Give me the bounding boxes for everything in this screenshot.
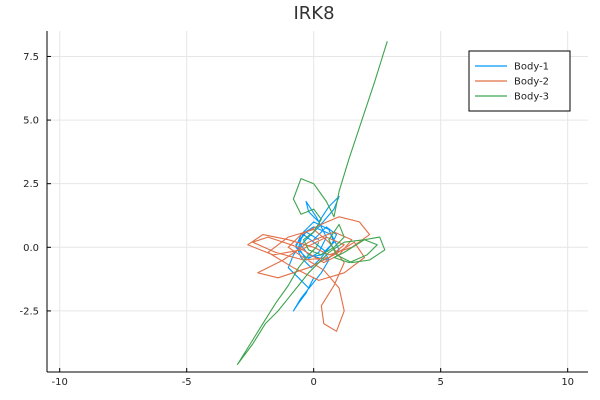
legend-label: Body-2 <box>514 77 549 88</box>
chart-title: IRK8 <box>293 3 334 24</box>
x-tick-label: -5 <box>182 377 192 388</box>
y-tick-label: -2.5 <box>19 306 39 317</box>
series-line-body-3 <box>236 41 388 365</box>
legend-label: Body-3 <box>514 92 549 103</box>
legend-label: Body-1 <box>514 62 549 73</box>
x-tick-label: 10 <box>561 377 574 388</box>
legend-box <box>468 50 571 112</box>
series-lines <box>236 41 388 365</box>
legend: Body-1 Body-2 Body-3 <box>468 50 571 112</box>
y-tick-label: 2.5 <box>23 179 39 190</box>
y-tick-label: 5.0 <box>23 116 39 127</box>
x-tick-label: -10 <box>52 377 68 388</box>
axes <box>46 31 588 373</box>
y-tick-label: 0.0 <box>23 243 39 254</box>
x-tick-label: 5 <box>437 377 443 388</box>
tick-labels: -10 -5 0 5 10 -2.5 0.0 2.5 5.0 7.5 <box>19 52 574 388</box>
y-tick-label: 7.5 <box>23 52 39 63</box>
x-tick-label: 0 <box>311 377 317 388</box>
series-line-body-2 <box>247 216 371 332</box>
